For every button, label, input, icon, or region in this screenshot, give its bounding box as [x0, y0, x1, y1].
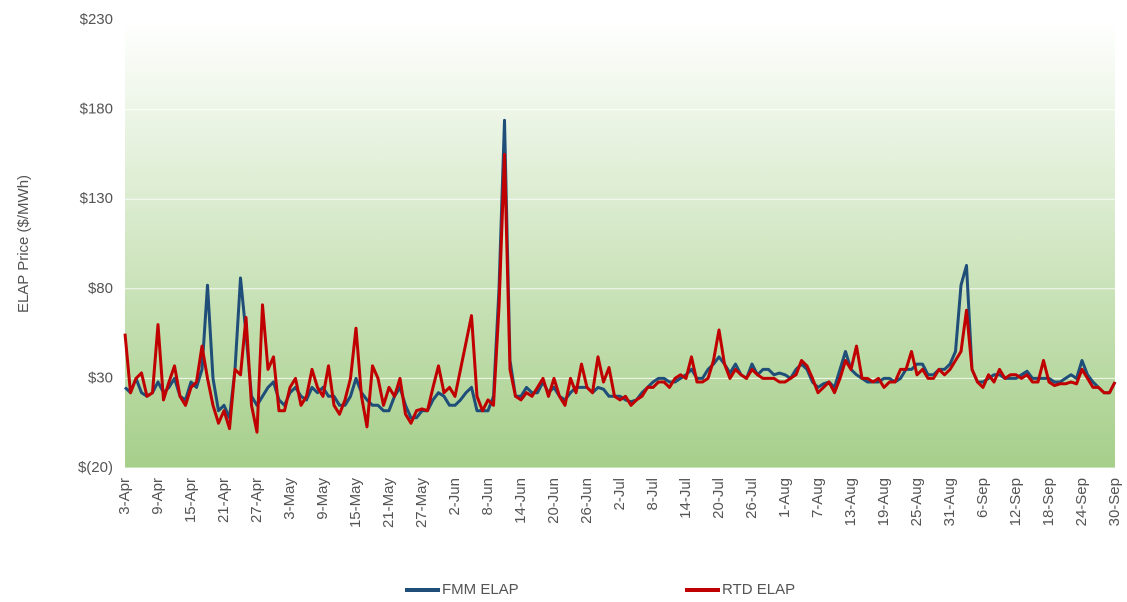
x-tick-label: 2-Jul: [611, 478, 628, 511]
series-line: [123, 152, 1117, 434]
x-tick-label: 6-Sep: [974, 478, 991, 518]
x-tick-label: 27-May: [413, 478, 430, 529]
x-tick-label: 8-Jul: [644, 478, 661, 511]
y-tick-label: $180: [80, 101, 113, 118]
x-tick-label: 30-Sep: [1106, 478, 1123, 526]
x-tick-label: 26-Jun: [578, 478, 595, 524]
y-tick-label: $30: [88, 369, 113, 386]
x-tick-label: 3-May: [281, 478, 298, 520]
y-axis-label: ELAP Price ($/MWh): [15, 175, 32, 313]
x-tick-label: 7-Aug: [809, 478, 826, 518]
x-tick-label: 14-Jul: [677, 478, 694, 519]
x-tick-label: 15-May: [347, 478, 364, 529]
x-tick-label: 3-Apr: [116, 478, 133, 515]
x-tick-label: 12-Sep: [1007, 478, 1024, 526]
x-tick-label: 8-Jun: [479, 478, 496, 516]
legend-label: RTD ELAP: [722, 581, 795, 598]
x-tick-label: 20-Jul: [710, 478, 727, 519]
x-tick-label: 27-Apr: [248, 478, 265, 523]
x-tick-label: 26-Jul: [743, 478, 760, 519]
y-tick-label: $(20): [78, 459, 113, 476]
y-tick-label: $130: [80, 190, 113, 207]
x-tick-label: 2-Jun: [446, 478, 463, 516]
legend-label: FMM ELAP: [442, 581, 519, 598]
x-tick-label: 14-Jun: [512, 478, 529, 524]
x-tick-label: 24-Sep: [1073, 478, 1090, 526]
y-tick-label: $230: [80, 11, 113, 28]
x-tick-label: 13-Aug: [842, 478, 859, 526]
x-tick-label: 21-Apr: [215, 478, 232, 523]
x-tick-label: 15-Apr: [182, 478, 199, 523]
x-tick-label: 25-Aug: [908, 478, 925, 526]
x-tick-label: 31-Aug: [941, 478, 958, 526]
x-tick-label: 9-May: [314, 478, 331, 520]
y-tick-label: $80: [88, 280, 113, 297]
x-tick-label: 19-Aug: [875, 478, 892, 526]
x-tick-label: 9-Apr: [149, 478, 166, 515]
x-tick-label: 21-May: [380, 478, 397, 529]
x-tick-label: 1-Aug: [776, 478, 793, 518]
x-tick-label: 18-Sep: [1040, 478, 1057, 526]
x-tick-label: 20-Jun: [545, 478, 562, 524]
